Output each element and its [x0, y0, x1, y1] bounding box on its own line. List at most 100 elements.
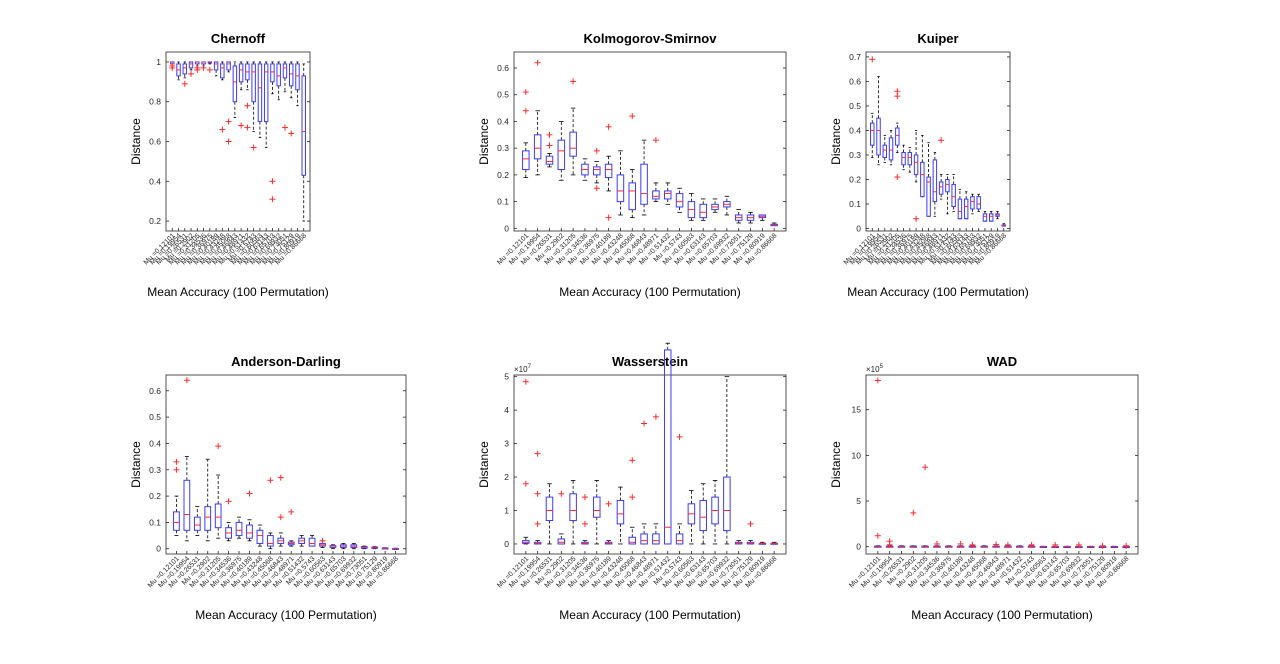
y-tick-label: 5	[504, 372, 509, 382]
y-tick-label: 0.3	[849, 150, 861, 160]
box-15	[1039, 545, 1048, 549]
box-18	[276, 61, 281, 101]
box-iqr	[173, 511, 180, 531]
box-iqr	[238, 63, 244, 83]
outlier-marker	[593, 185, 600, 192]
box-iqr	[193, 516, 201, 531]
outlier-marker	[181, 80, 188, 87]
box-iqr	[604, 163, 613, 179]
y-tick-label: 0.5	[497, 90, 509, 100]
outlier-marker	[225, 118, 232, 125]
box-iqr	[214, 503, 222, 529]
box-1	[869, 56, 876, 158]
box-19	[1086, 545, 1095, 549]
outlier-marker	[747, 520, 754, 527]
y-tick-label: 0.3	[497, 143, 509, 153]
box-16	[1051, 541, 1059, 549]
box-19	[982, 210, 988, 222]
outlier-marker	[1123, 542, 1130, 549]
box-iqr	[545, 155, 554, 165]
outlier-marker	[173, 458, 180, 465]
box-9	[256, 524, 264, 547]
box-12	[652, 137, 660, 203]
box-13	[298, 535, 306, 547]
box-iqr	[593, 166, 601, 176]
box-iqr	[246, 524, 253, 539]
outlier-marker	[534, 490, 541, 497]
box-5	[921, 464, 929, 548]
box-16	[963, 191, 969, 220]
box-19	[734, 540, 743, 545]
box-1	[874, 377, 882, 548]
outlier-marker	[1028, 541, 1035, 548]
outlier-marker	[200, 64, 207, 71]
outlier-marker	[522, 480, 529, 487]
y-tick-label: 0	[856, 542, 861, 552]
y-tick-label: 0.6	[149, 137, 161, 147]
box-9	[616, 486, 625, 545]
box-iqr	[970, 196, 975, 210]
y-tick-label: 0.2	[149, 491, 161, 501]
box-20	[1098, 542, 1107, 549]
box-22	[1001, 223, 1006, 227]
box-9	[920, 134, 925, 198]
box-10	[980, 545, 989, 548]
y-axis-label: Distance	[129, 118, 143, 165]
box-22	[1122, 542, 1130, 549]
y-tick-label: 5	[856, 496, 861, 506]
box-iqr	[276, 63, 281, 87]
box-iqr	[232, 65, 238, 103]
outlier-marker	[281, 124, 288, 131]
y-tick-label: 0.2	[849, 175, 861, 185]
x-axis-label: Mean Accuracy (100 Permutation)	[559, 285, 740, 299]
chart-title: WAD	[987, 354, 1017, 369]
box-iqr	[652, 190, 660, 200]
box-8	[246, 490, 253, 542]
box-iqr	[182, 63, 188, 75]
box-7	[593, 479, 601, 545]
box-11	[932, 152, 938, 217]
box-9	[968, 541, 977, 548]
outlier-marker	[910, 509, 917, 516]
box-20	[746, 520, 755, 545]
outlier-marker	[593, 147, 600, 154]
y-tick-label: 1	[156, 57, 161, 67]
y-tick-label: 0.3	[149, 465, 161, 475]
x-axis-label: Mean Accuracy (100 Permutation)	[195, 608, 376, 622]
box-iqr	[675, 193, 684, 208]
box-10	[266, 477, 274, 550]
y-tick-label: 0.2	[149, 216, 161, 226]
x-axis-label: Mean Accuracy (100 Permutation)	[911, 608, 1092, 622]
box-15	[687, 490, 696, 545]
y-tick-label: 0.6	[497, 63, 509, 73]
y-axis-label: Distance	[477, 118, 491, 165]
y-exponent-label: ×105	[866, 364, 884, 374]
box-iqr	[569, 493, 577, 522]
outlier-marker	[969, 541, 976, 548]
outlier-marker	[173, 466, 180, 473]
box-10	[628, 113, 637, 219]
outlier-marker	[581, 520, 588, 527]
outlier-marker	[244, 124, 251, 131]
y-tick-label: 0	[156, 544, 161, 554]
box-15	[319, 537, 326, 548]
box-8	[213, 61, 219, 77]
box-2	[885, 538, 894, 548]
box-8	[604, 500, 613, 545]
box-iqr	[263, 63, 269, 123]
box-15	[257, 61, 263, 138]
box-8	[604, 123, 613, 221]
box-iqr	[616, 174, 625, 203]
chart-title: Chernoff	[211, 31, 266, 46]
box-4	[888, 130, 894, 166]
outlier-marker	[957, 540, 964, 547]
outlier-marker	[522, 107, 529, 114]
outlier-marker	[169, 62, 176, 69]
outlier-marker	[641, 420, 648, 427]
box-iqr	[901, 152, 906, 166]
outlier-marker	[219, 126, 226, 133]
box-4	[909, 509, 918, 548]
outlier-marker	[629, 457, 636, 464]
box-iqr	[988, 213, 994, 222]
